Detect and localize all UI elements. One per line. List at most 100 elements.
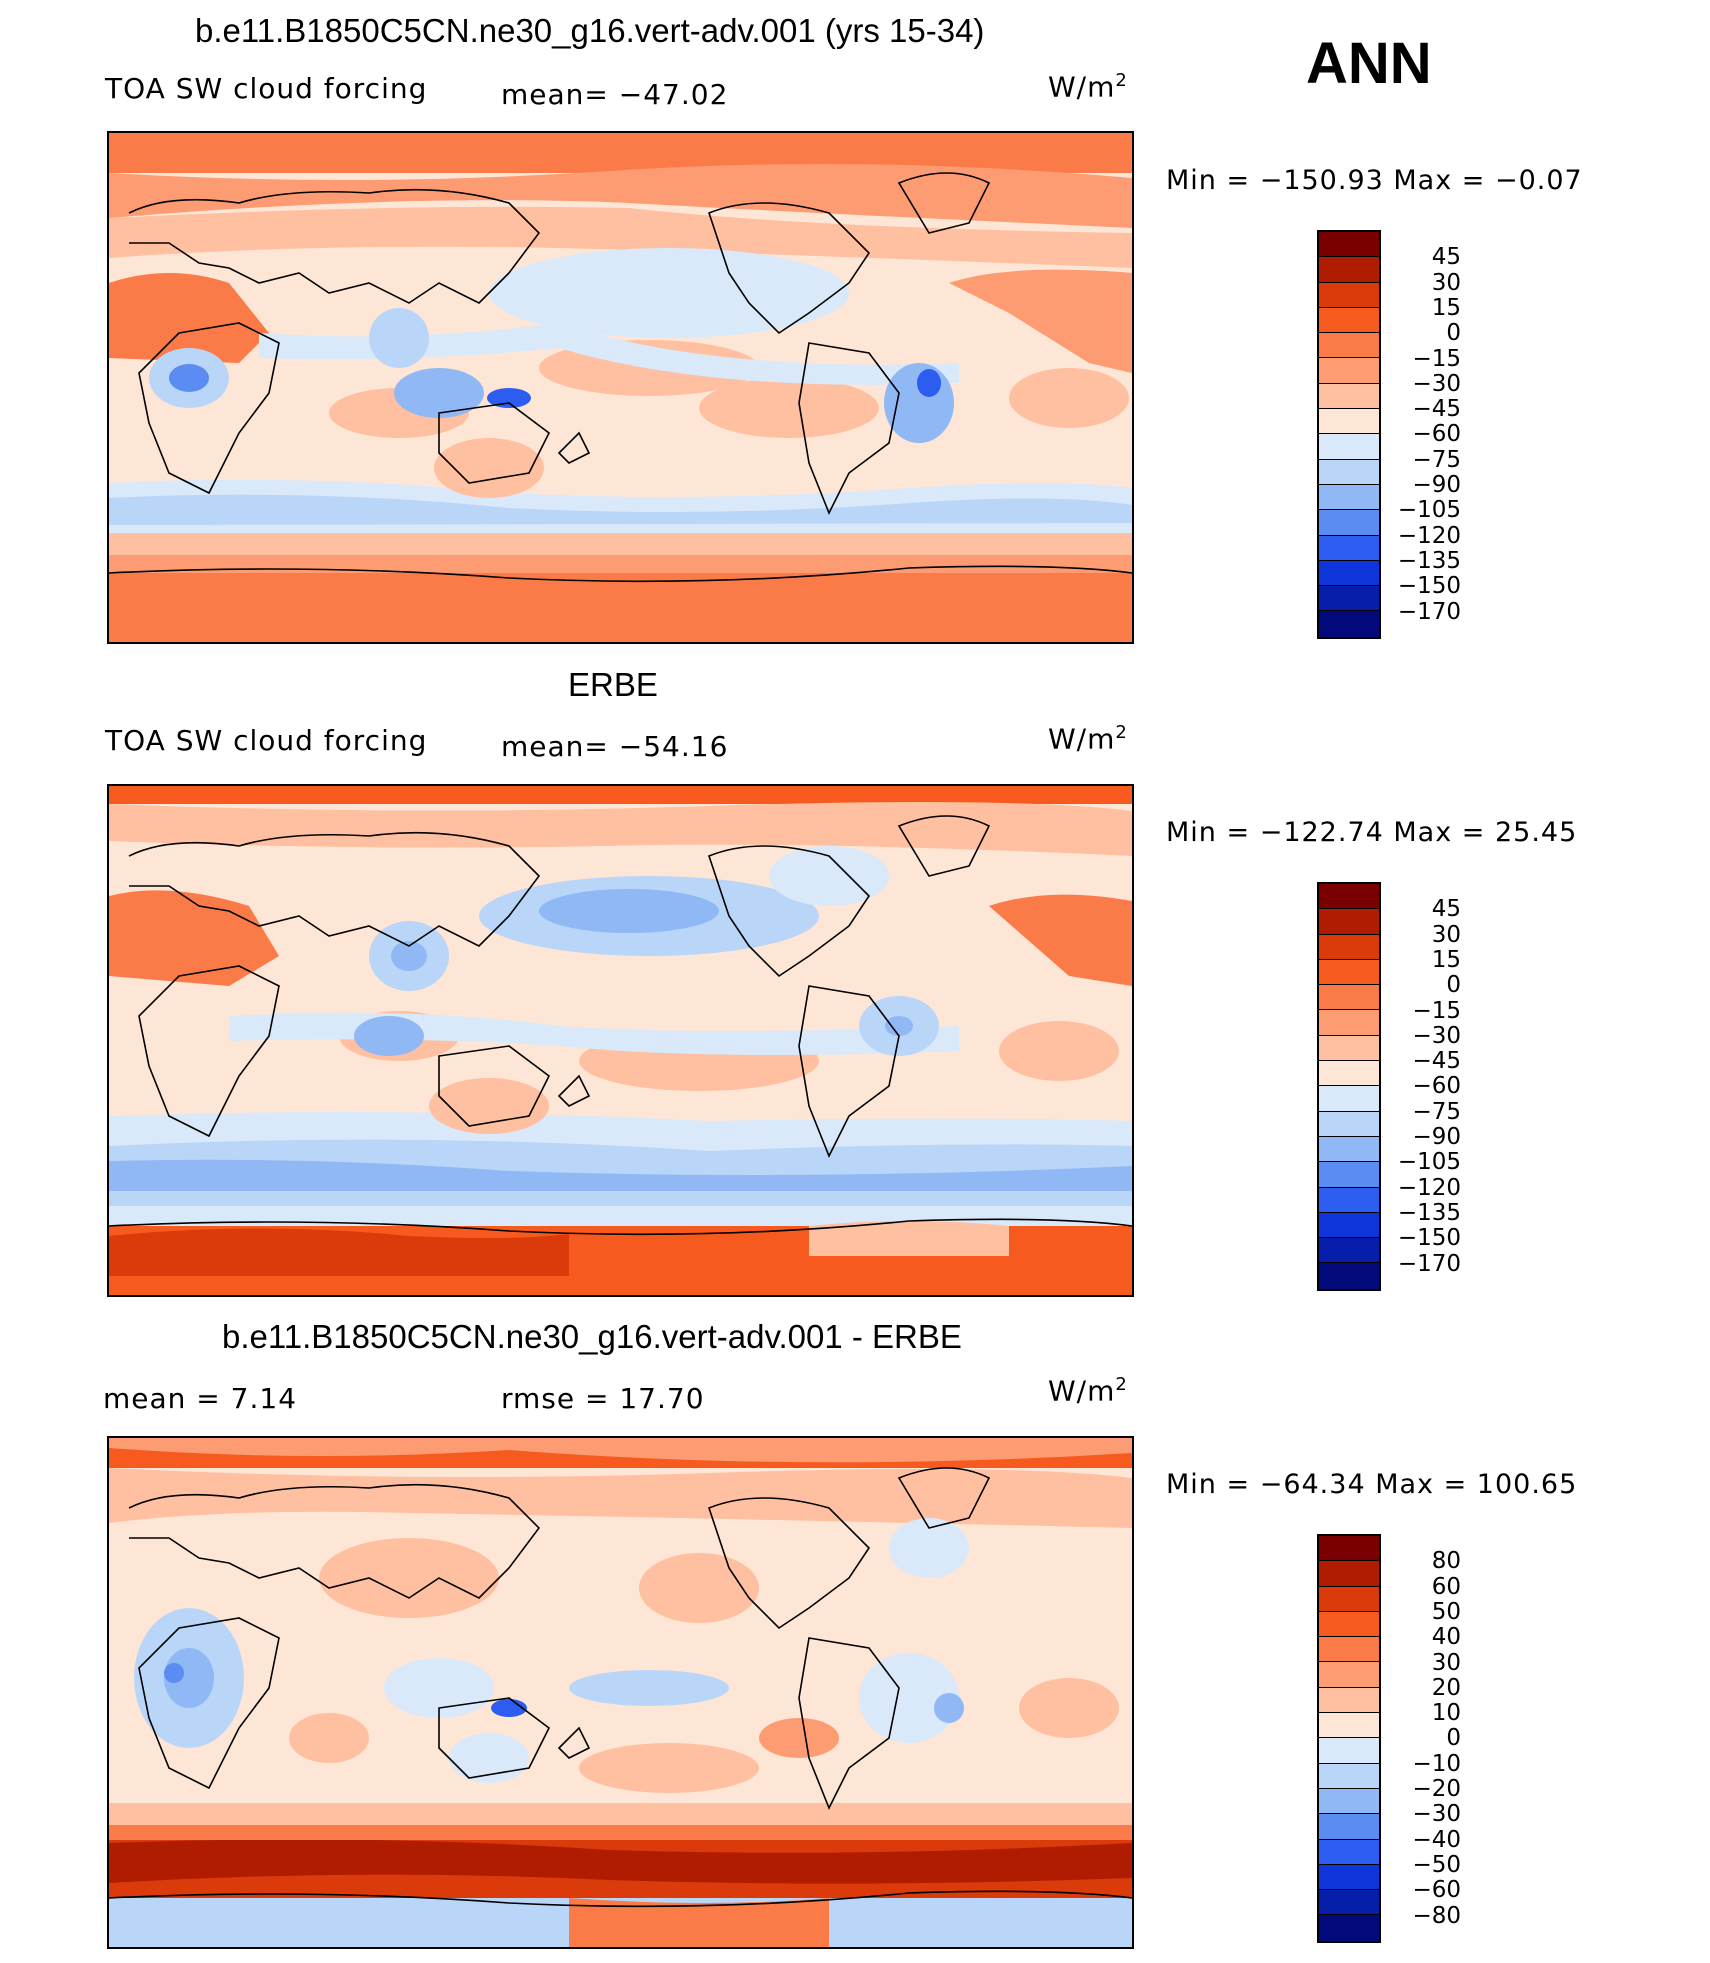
colorbar-swatch (1319, 1035, 1379, 1062)
panel1-variable: TOA SW cloud forcing (105, 72, 428, 105)
panel3-rmse: rmse = 17.70 (501, 1382, 705, 1415)
colorbar-swatch (1319, 409, 1379, 435)
colorbar-level-label: −150 (1397, 1225, 1461, 1252)
colorbar-level-label: 15 (1431, 946, 1461, 973)
colorbar-level-label: 45 (1431, 896, 1461, 923)
colorbar-level-label: 0 (1446, 972, 1461, 999)
colorbar-level-label: 10 (1431, 1700, 1461, 1727)
colorbar-level-label: 60 (1431, 1573, 1461, 1600)
panel2-colorbar (1317, 882, 1381, 1291)
colorbar-level-label: 0 (1446, 1725, 1461, 1752)
panel1-minmax: Min = −150.93 Max = −0.07 (1166, 165, 1583, 196)
colorbar-swatch (1319, 383, 1379, 410)
colorbar-swatch (1319, 535, 1379, 561)
panel2-map (107, 784, 1134, 1297)
colorbar-swatch (1319, 1687, 1379, 1714)
colorbar-swatch (1319, 1713, 1379, 1739)
colorbar-level-label: −40 (1412, 1826, 1461, 1853)
colorbar-level-label: 80 (1431, 1548, 1461, 1575)
colorbar-swatch (1319, 1561, 1379, 1587)
colorbar-swatch (1319, 1061, 1379, 1087)
colorbar-swatch (1319, 1263, 1379, 1289)
colorbar-level-label: 15 (1431, 294, 1461, 321)
colorbar-swatch (1319, 884, 1379, 910)
colorbar-swatch (1319, 1637, 1379, 1663)
colorbar-swatch (1319, 1915, 1379, 1941)
colorbar-swatch (1319, 307, 1379, 334)
colorbar-level-label: −90 (1412, 1124, 1461, 1150)
panel2-mean: mean= −54.16 (501, 730, 729, 763)
colorbar-level-label: 20 (1431, 1674, 1461, 1701)
colorbar-swatch (1319, 434, 1379, 460)
colorbar-swatch (1319, 232, 1379, 258)
colorbar-level-label: −80 (1412, 1902, 1461, 1929)
colorbar-swatch (1319, 333, 1379, 359)
colorbar-swatch (1319, 611, 1379, 637)
colorbar-swatch (1319, 1788, 1379, 1815)
colorbar-swatch (1319, 1738, 1379, 1764)
colorbar-swatch (1319, 1136, 1379, 1163)
colorbar-swatch (1319, 1611, 1379, 1638)
colorbar-swatch (1319, 1814, 1379, 1840)
colorbar-swatch (1319, 909, 1379, 935)
colorbar-swatch (1319, 510, 1379, 536)
colorbar-level-label: 0 (1446, 320, 1461, 347)
colorbar-level-label: −60 (1412, 1877, 1461, 1904)
panel2-title: ERBE (568, 666, 658, 703)
colorbar-swatch (1319, 1864, 1379, 1891)
colorbar-swatch (1319, 1162, 1379, 1188)
colorbar-swatch (1319, 484, 1379, 511)
colorbar-swatch (1319, 1010, 1379, 1036)
panel2-units: W/m2 (1048, 722, 1128, 756)
colorbar-swatch (1319, 1238, 1379, 1264)
colorbar-level-label: −15 (1412, 345, 1461, 372)
panel1-colorbar (1317, 230, 1381, 639)
colorbar-level-label: −105 (1397, 497, 1461, 524)
colorbar-swatch (1319, 560, 1379, 587)
colorbar-swatch (1319, 959, 1379, 986)
panel3-map (107, 1436, 1134, 1949)
panel2-minmax: Min = −122.74 Max = 25.45 (1166, 817, 1578, 848)
colorbar-level-label: −30 (1412, 370, 1461, 397)
colorbar-level-label: −15 (1412, 997, 1461, 1024)
panel1-title: b.e11.B1850C5CN.ne30_g16.vert-adv.001 (y… (195, 12, 985, 49)
colorbar-swatch (1319, 358, 1379, 384)
colorbar-level-label: −135 (1397, 547, 1461, 574)
colorbar-level-label: −105 (1397, 1149, 1461, 1176)
colorbar-swatch (1319, 586, 1379, 612)
colorbar-level-label: −30 (1412, 1022, 1461, 1049)
colorbar-level-label: −170 (1397, 598, 1461, 625)
colorbar-swatch (1319, 1890, 1379, 1916)
colorbar-level-label: −135 (1397, 1199, 1461, 1226)
colorbar-level-label: −75 (1412, 446, 1461, 473)
colorbar-swatch (1319, 1586, 1379, 1612)
colorbar-level-label: −170 (1397, 1250, 1461, 1277)
colorbar-level-label: 30 (1431, 1649, 1461, 1676)
panel3-mean: mean = 7.14 (103, 1382, 298, 1415)
colorbar-swatch (1319, 985, 1379, 1011)
panel2-variable: TOA SW cloud forcing (105, 724, 428, 757)
colorbar-level-label: −10 (1412, 1750, 1461, 1777)
panel3-units: W/m2 (1048, 1374, 1128, 1408)
colorbar-swatch (1319, 1839, 1379, 1865)
panel3-title: b.e11.B1850C5CN.ne30_g16.vert-adv.001 - … (222, 1318, 962, 1355)
colorbar-swatch (1319, 1111, 1379, 1137)
colorbar-level-label: −20 (1412, 1776, 1461, 1802)
colorbar-swatch (1319, 1086, 1379, 1112)
colorbar-level-label: −150 (1397, 573, 1461, 600)
colorbar-level-label: −60 (1412, 1073, 1461, 1100)
colorbar-swatch (1319, 934, 1379, 960)
panel1-units: W/m2 (1048, 70, 1128, 104)
colorbar-swatch (1319, 459, 1379, 485)
colorbar-level-label: −50 (1412, 1851, 1461, 1878)
colorbar-level-label: 40 (1431, 1624, 1461, 1651)
colorbar-level-label: −45 (1412, 1048, 1461, 1075)
colorbar-level-label: 45 (1431, 244, 1461, 271)
colorbar-level-label: 30 (1431, 921, 1461, 948)
colorbar-level-label: −30 (1412, 1801, 1461, 1828)
colorbar-swatch (1319, 1763, 1379, 1789)
colorbar-level-label: −120 (1397, 1174, 1461, 1201)
colorbar-swatch (1319, 1212, 1379, 1239)
panel3-colorbar (1317, 1534, 1381, 1943)
panel1-mean: mean= −47.02 (501, 78, 729, 111)
